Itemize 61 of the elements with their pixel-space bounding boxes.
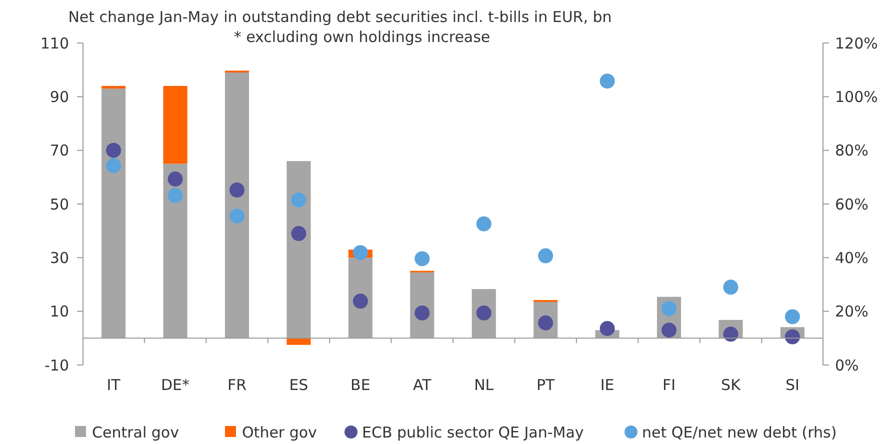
point: [291, 192, 306, 208]
y-tick-label: 10: [50, 302, 69, 321]
point: [106, 158, 122, 174]
y2-tick-label: 20%: [835, 302, 868, 321]
x-tick-label: PT: [536, 376, 556, 394]
y2-tick-label: 100%: [835, 88, 878, 106]
bar: [102, 88, 126, 338]
point: [414, 305, 430, 320]
point: [662, 301, 677, 316]
bar: [286, 161, 311, 338]
y2-tick-label: 120%: [835, 34, 878, 52]
y2-tick-label: 80%: [835, 142, 868, 160]
y-tick-label: 30: [50, 248, 69, 267]
chart-subtitle: * excluding own holdings increase: [234, 28, 490, 46]
legend-label: Other gov: [242, 423, 318, 442]
y2-tick-label: 40%: [835, 248, 868, 267]
point: [600, 74, 615, 89]
point: [784, 329, 800, 344]
point: [723, 280, 738, 295]
point: [414, 251, 430, 266]
point: [352, 245, 368, 260]
point: [229, 182, 244, 198]
x-tick-label: NL: [474, 376, 494, 394]
legend-label: Central gov: [92, 423, 180, 442]
x-tick-label: IE: [600, 376, 614, 394]
point: [291, 226, 306, 242]
bar: [163, 164, 188, 338]
legend-label: ECB public sector QE Jan-May: [362, 423, 584, 442]
x-tick-label: ES: [289, 376, 308, 394]
point: [229, 208, 244, 224]
y-tick-label: 110: [40, 34, 69, 52]
point: [662, 322, 677, 338]
point: [168, 172, 183, 187]
x-tick-label: AT: [413, 376, 432, 394]
bar: [348, 258, 372, 338]
x-tick-label: DE*: [161, 376, 190, 394]
y-tick-label: 90: [50, 88, 69, 106]
bar: [163, 86, 188, 164]
legend-label: net QE/net new debt (rhs): [642, 423, 837, 442]
y2-tick-label: 0%: [835, 356, 859, 374]
x-tick-label: SI: [785, 376, 800, 394]
point: [168, 188, 183, 203]
y-tick-label: 70: [50, 142, 69, 160]
y-tick-label: 50: [50, 195, 69, 214]
bar: [286, 338, 311, 345]
point: [538, 248, 554, 264]
point: [352, 294, 368, 309]
x-tick-label: IT: [106, 376, 122, 394]
x-tick-label: FR: [227, 376, 247, 394]
point: [600, 321, 615, 336]
y2-tick-label: 60%: [835, 195, 868, 214]
point: [476, 216, 492, 232]
point: [106, 142, 122, 158]
x-tick-label: BE: [350, 376, 370, 394]
point: [784, 309, 800, 324]
bar: [102, 86, 126, 89]
y-tick-label: -10: [44, 356, 69, 374]
x-tick-label: SK: [721, 376, 742, 394]
x-tick-label: FI: [662, 376, 676, 394]
bar: [224, 72, 250, 338]
chart-title: Net change Jan-May in outstanding debt securities incl. t-bills in EUR, bn: [68, 8, 612, 26]
